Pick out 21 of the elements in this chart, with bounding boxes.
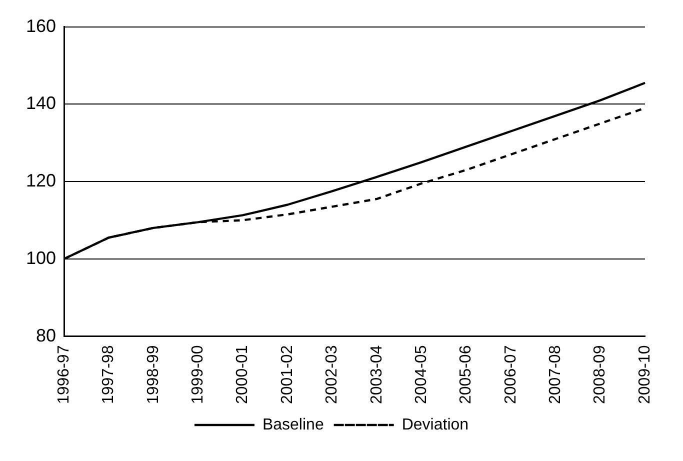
x-tick-label: 1999-00 — [190, 345, 207, 404]
x-tick-label: 2002-03 — [324, 345, 341, 404]
x-tick-label: 2005-06 — [458, 345, 475, 404]
x-tick-label: 2001-02 — [278, 345, 296, 404]
y-tick-label: 160 — [26, 16, 56, 36]
y-tick-label: 120 — [26, 170, 56, 191]
x-tick-label: 2006-07 — [502, 345, 520, 404]
x-tick-label: 2004-05 — [412, 345, 430, 404]
legend-label: Deviation — [402, 416, 469, 434]
y-tick-label: 80 — [36, 325, 56, 346]
x-tick-label: 2007-08 — [547, 345, 564, 404]
x-tick-label: 2008-09 — [592, 345, 609, 404]
y-tick-label: 140 — [26, 93, 56, 114]
x-tick-label: 2003-04 — [368, 345, 386, 404]
legend-label: Baseline — [262, 416, 324, 434]
x-tick-label: 1997-98 — [100, 345, 118, 404]
y-tick-label: 100 — [26, 248, 56, 268]
x-tick-label: 2009-10 — [636, 345, 654, 404]
x-tick-label: 2000-01 — [234, 345, 252, 404]
x-tick-label: 1998-99 — [144, 345, 162, 404]
x-tick-label: 1996-97 — [55, 345, 72, 404]
